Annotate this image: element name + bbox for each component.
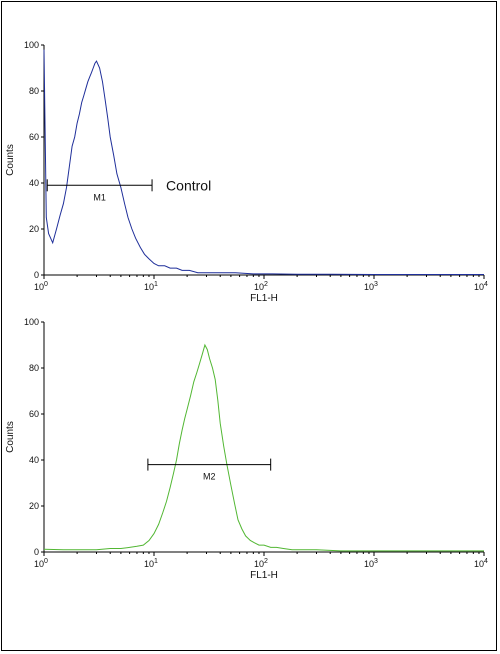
y-tick-label: 40 [29, 178, 39, 188]
y-tick-label: 100 [24, 317, 39, 327]
y-tick-label: 80 [29, 363, 39, 373]
histogram-line-sample [43, 343, 484, 552]
x-axis-label: FL1-H [250, 570, 278, 581]
y-tick-label: 0 [34, 270, 39, 280]
x-ticks: 100 101 102 103 104 [34, 275, 488, 292]
y-axis-label: Counts [5, 144, 16, 176]
gate-marker-m2: M2 [147, 458, 272, 482]
x-tick-label: 101 [144, 558, 158, 569]
x-tick-label: 104 [474, 281, 488, 292]
gate-marker-m1: M1 [46, 179, 153, 202]
gate-label: M1 [93, 192, 106, 202]
x-tick-label: 102 [254, 281, 268, 292]
y-tick-label: 60 [29, 409, 39, 419]
y-ticks: 0 20 40 60 80 100 [24, 317, 44, 557]
x-tick-label: 103 [364, 281, 378, 292]
x-tick-label: 101 [144, 281, 158, 292]
y-ticks: 0 20 40 60 80 100 [24, 40, 44, 280]
x-tick-label: 104 [474, 558, 488, 569]
gate-label: M2 [203, 472, 216, 482]
x-tick-label: 103 [364, 558, 378, 569]
y-tick-label: 60 [29, 132, 39, 142]
x-tick-label: 102 [254, 558, 268, 569]
y-tick-label: 0 [34, 547, 39, 557]
x-tick-label: 100 [34, 281, 48, 292]
x-tick-label: 100 [34, 558, 48, 569]
y-tick-label: 80 [29, 86, 39, 96]
y-tick-label: 100 [24, 40, 39, 50]
histogram-panel-sample: 0 20 40 60 80 100 100 101 102 103 104 M2 FL1-H Co… [5, 317, 488, 581]
x-ticks: 100 101 102 103 104 [34, 552, 488, 569]
histogram-line-control [43, 49, 484, 275]
y-tick-label: 20 [29, 224, 39, 234]
y-axis-label: Counts [5, 421, 16, 453]
x-axis-label: FL1-H [250, 293, 278, 304]
control-label: Control [166, 177, 211, 193]
y-tick-label: 20 [29, 501, 39, 511]
y-tick-label: 40 [29, 455, 39, 465]
